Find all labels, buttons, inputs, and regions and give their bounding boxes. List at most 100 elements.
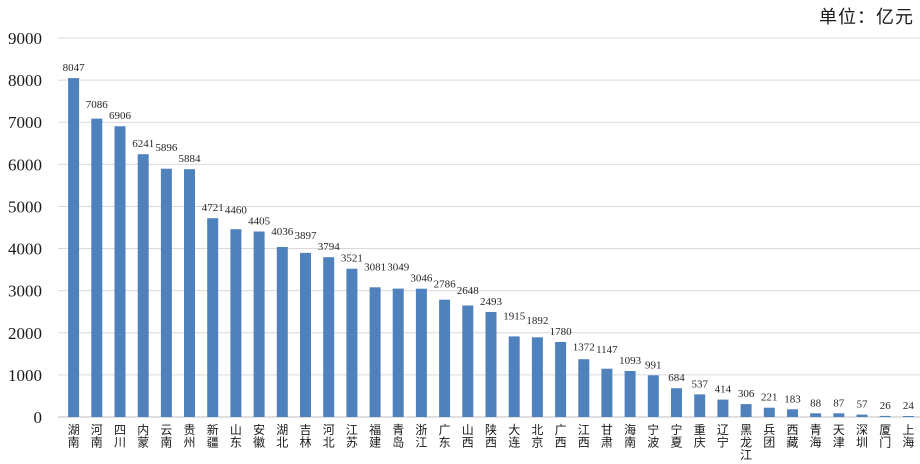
x-tick-label: 东 [230, 436, 242, 450]
bar-value-label: 87 [833, 397, 845, 409]
bar [879, 415, 891, 417]
x-tick-label: 陕 [485, 422, 497, 437]
bar-value-label: 24 [903, 400, 915, 412]
bar-value-label: 3521 [341, 253, 363, 265]
bar [323, 257, 335, 417]
bar-value-label: 5896 [155, 142, 178, 154]
x-tick-label: 江 [346, 423, 358, 437]
bar-value-label: 26 [880, 400, 892, 412]
bar [508, 336, 520, 417]
x-tick-label: 西 [462, 436, 474, 450]
y-tick-label: 7000 [8, 113, 42, 132]
bar [810, 413, 822, 417]
bar-value-label: 3046 [410, 273, 433, 285]
x-tick-label: 京 [531, 436, 543, 450]
x-tick-label: 贵 [183, 423, 195, 437]
x-tick-label: 连 [508, 435, 520, 450]
bar-value-label: 3897 [295, 230, 318, 242]
bar [671, 388, 682, 417]
bar-value-label: 4036 [271, 226, 294, 238]
bar-value-label: 221 [761, 392, 778, 404]
bar-value-label: 3049 [387, 262, 410, 274]
x-tick-label: 黑 [740, 423, 752, 437]
x-tick-label: 青 [810, 423, 822, 437]
bar [300, 252, 311, 417]
x-tick-label: 宁 [670, 422, 682, 437]
x-tick-label: 山 [462, 423, 474, 437]
x-tick-label: 厦 [879, 423, 891, 437]
bar-value-label: 8047 [63, 62, 86, 74]
bar-value-label: 3794 [318, 241, 341, 253]
x-tick-label: 上 [902, 423, 914, 437]
bar [531, 337, 543, 417]
x-tick-label: 福 [369, 422, 381, 437]
x-tick-label: 青 [392, 423, 404, 437]
x-tick-label: 津 [833, 436, 845, 450]
bar [184, 169, 195, 417]
y-tick-label: 5000 [8, 197, 42, 216]
bar [160, 168, 172, 417]
x-tick-label: 大 [508, 423, 520, 437]
x-tick-label: 岛 [392, 435, 404, 450]
x-tick-label: 南 [91, 435, 103, 450]
x-tick-label: 四 [114, 423, 126, 437]
bar [763, 407, 775, 417]
bar [694, 394, 706, 417]
x-tick-label: 庆 [694, 436, 706, 450]
x-tick-label: 海 [810, 435, 822, 450]
y-tick-label: 3000 [8, 282, 42, 301]
bar-value-label: 1892 [526, 315, 548, 327]
x-tick-label: 疆 [207, 436, 219, 450]
x-tick-label: 蒙 [137, 436, 149, 450]
bar [555, 342, 567, 417]
x-tick-label: 深 [856, 423, 868, 437]
y-tick-label: 9000 [8, 29, 42, 48]
x-tick-label: 海 [624, 422, 636, 437]
x-tick-label: 林 [299, 436, 311, 450]
x-tick-label: 江 [740, 448, 752, 462]
x-tick-label: 南 [160, 435, 172, 450]
x-tick-label: 新 [207, 422, 219, 437]
y-tick-label: 2000 [8, 324, 42, 343]
bar-value-label: 88 [810, 397, 822, 409]
x-tick-label: 川 [114, 436, 126, 450]
x-tick-label: 吉 [299, 423, 311, 437]
x-tick-label: 河 [323, 423, 335, 437]
x-tick-label: 山 [230, 423, 242, 437]
x-tick-label: 东 [439, 436, 451, 450]
x-tick-label: 宁 [647, 422, 659, 437]
bar-value-label: 4721 [202, 202, 224, 214]
bar [439, 299, 451, 417]
bar [68, 78, 80, 417]
bar [833, 413, 845, 417]
x-tick-label: 内 [137, 423, 149, 437]
bar-value-label: 1372 [573, 342, 595, 354]
x-tick-label: 北 [276, 436, 288, 450]
bar-value-label: 1093 [619, 355, 642, 367]
bar-value-label: 1780 [550, 326, 573, 338]
x-tick-label: 西 [578, 436, 590, 450]
unit-label: 单位：亿元 [819, 7, 914, 27]
x-tick-label: 北 [531, 423, 543, 437]
bar-value-label: 5884 [179, 153, 202, 165]
y-tick-label: 0 [34, 408, 43, 427]
y-tick-label: 1000 [8, 366, 42, 385]
bar [740, 404, 752, 417]
bar [578, 359, 590, 417]
bar-value-label: 2786 [434, 279, 457, 291]
x-tick-label: 龙 [740, 436, 752, 450]
bar [253, 231, 265, 417]
bar-value-label: 7086 [86, 99, 109, 111]
x-tick-label: 建 [369, 436, 381, 450]
x-tick-label: 门 [879, 435, 891, 450]
bar [856, 414, 868, 417]
bar-value-label: 6906 [109, 110, 132, 122]
x-tick-label: 藏 [786, 436, 798, 450]
x-tick-label: 团 [763, 436, 775, 450]
x-tick-label: 圳 [856, 436, 868, 450]
x-tick-label: 夏 [670, 436, 682, 450]
bar-value-label: 57 [857, 399, 869, 411]
x-tick-label: 西 [786, 423, 798, 437]
